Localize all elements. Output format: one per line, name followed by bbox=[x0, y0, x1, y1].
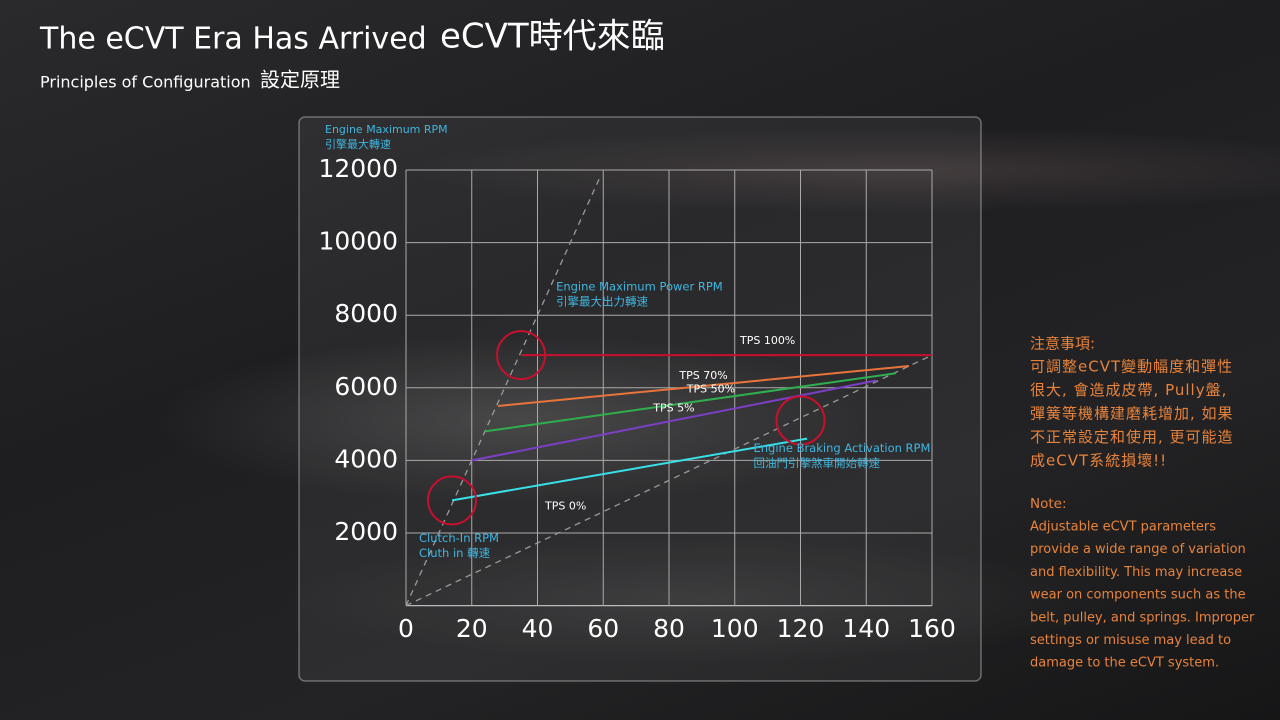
chart-panel bbox=[298, 116, 982, 682]
x-tick-label: 160 bbox=[908, 614, 956, 643]
series-label: TPS 5% bbox=[652, 401, 694, 414]
y-tick-label: 12000 bbox=[318, 154, 398, 183]
x-tick-label: 120 bbox=[777, 614, 825, 643]
y-label: 引擎最大轉速 bbox=[325, 137, 391, 151]
note-line: settings or misuse may lead to bbox=[1030, 633, 1231, 648]
annotation-text: Engine Braking Activation RPM bbox=[754, 441, 931, 455]
x-tick-label: 20 bbox=[456, 614, 488, 643]
x-tick-label: 60 bbox=[587, 614, 619, 643]
note-line-zh: 不正常設定和使用, 更可能造 bbox=[1030, 428, 1234, 446]
guide-line bbox=[405, 176, 601, 606]
x-tick-label: 100 bbox=[711, 614, 759, 643]
series-line bbox=[497, 365, 910, 407]
annotation-text: Engine Maximum Power RPM bbox=[556, 280, 723, 294]
series-line bbox=[484, 372, 896, 433]
guide-line bbox=[405, 354, 933, 607]
note-line: damage to the eCVT system. bbox=[1030, 656, 1219, 671]
note-line-zh: 可調整eCVT變動幅度和彈性 bbox=[1030, 358, 1233, 376]
y-tick-label: 6000 bbox=[334, 372, 398, 401]
y-tick-label: 10000 bbox=[318, 227, 398, 256]
note-line: Adjustable eCVT parameters bbox=[1030, 520, 1216, 535]
title-zh: eCVT時代來臨 bbox=[440, 17, 665, 57]
annotation-text: 回油門引擎煞車開始轉速 bbox=[754, 456, 881, 470]
y-label: Engine Maximum RPM bbox=[325, 123, 448, 136]
note-title: Note: bbox=[1030, 496, 1067, 512]
series-label: TPS 50% bbox=[686, 382, 735, 395]
series-line bbox=[451, 437, 808, 502]
x-tick-label: 40 bbox=[522, 614, 554, 643]
annotation-circle bbox=[496, 330, 547, 381]
title: The eCVT Era Has Arrived bbox=[39, 22, 427, 57]
note-line-zh: 成eCVT系統損壞!! bbox=[1030, 452, 1167, 470]
note-line: belt, pulley, and springs. Improper bbox=[1030, 610, 1255, 625]
note-line: and flexibility. This may increase bbox=[1030, 565, 1242, 580]
note-line: provide a wide range of variation bbox=[1030, 542, 1246, 557]
series-line bbox=[471, 379, 877, 462]
subtitle: Principles of Configuration bbox=[40, 73, 251, 92]
annotation-text: Cluth in 轉速 bbox=[419, 546, 491, 560]
x-tick-label: 140 bbox=[842, 614, 890, 643]
note-line-zh: 很大, 會造成皮帶, Pully盤, bbox=[1030, 381, 1227, 399]
annotation-text: 引擎最大出力轉速 bbox=[556, 295, 648, 309]
y-tick-label: 2000 bbox=[334, 517, 398, 546]
annotation-text: Clutch-In RPM bbox=[419, 531, 499, 545]
series-label: TPS 100% bbox=[739, 334, 795, 347]
subtitle-zh: 設定原理 bbox=[260, 68, 340, 92]
series-label: TPS 70% bbox=[678, 369, 727, 382]
note-title-zh: 注意事項: bbox=[1030, 335, 1095, 353]
annotation-circle bbox=[775, 395, 826, 446]
annotation-circle bbox=[427, 475, 478, 526]
note-line-zh: 彈簧等機構建磨耗增加, 如果 bbox=[1030, 405, 1234, 423]
series-label: TPS 0% bbox=[544, 500, 586, 513]
y-tick-label: 8000 bbox=[334, 299, 398, 328]
x-tick-label: 80 bbox=[653, 614, 685, 643]
note-line: wear on components such as the bbox=[1030, 588, 1246, 603]
x-tick-label: 0 bbox=[398, 614, 414, 643]
y-tick-label: 4000 bbox=[334, 444, 398, 473]
